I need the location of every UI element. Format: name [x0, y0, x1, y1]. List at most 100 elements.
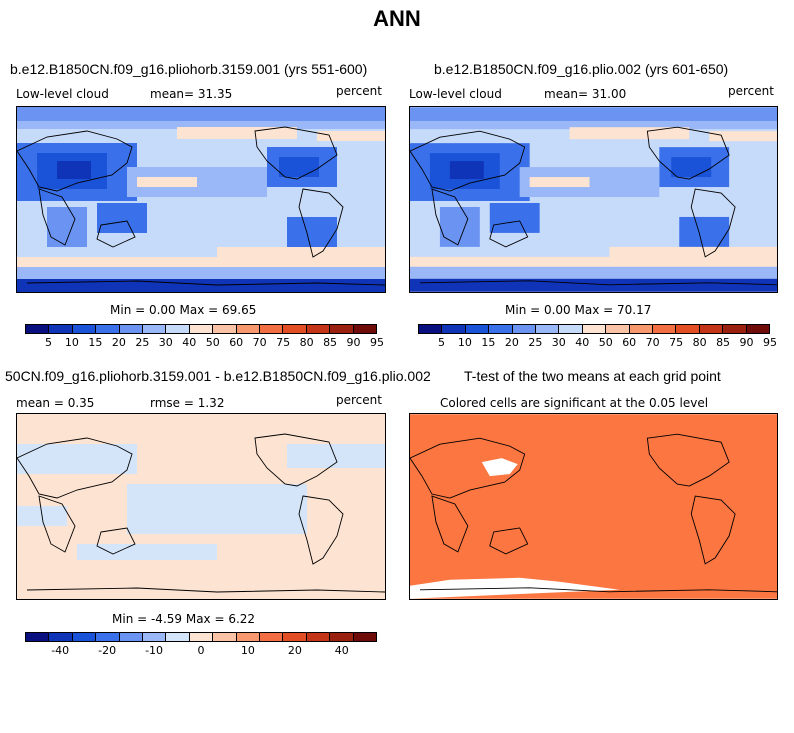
colorbar-tick-label: 50: [598, 336, 613, 349]
colorbar-tick-label: 80: [692, 336, 707, 349]
panel-tl-units: percent: [336, 84, 382, 98]
panel-tl-title: b.e12.B1850CN.f09_g16.pliohorb.3159.001 …: [10, 61, 368, 77]
colorbar-swatch: [419, 325, 443, 333]
page-title: ANN: [373, 6, 421, 31]
colorbar-swatch: [96, 633, 120, 641]
colorbar-tick-label: -20: [98, 644, 117, 657]
colorbar-swatch: [236, 325, 261, 333]
colorbar-swatch: [189, 633, 214, 641]
colorbar-swatch: [330, 325, 354, 333]
panel-tl-mean: mean= 31.35: [150, 87, 233, 101]
panel-bl-mean: mean = 0.35: [16, 396, 95, 410]
colorbar-tick-label: 5: [437, 336, 445, 349]
colorbar-tick-label: 15: [88, 336, 103, 349]
colorbar-tick-label: 75: [276, 336, 291, 349]
colorbar-swatch: [746, 325, 770, 333]
colorbar-swatch: [582, 325, 607, 333]
colorbar-swatch: [629, 325, 654, 333]
colorbar-swatch: [653, 325, 677, 333]
colorbar-swatch: [166, 325, 190, 333]
colorbar-tick-label: 50: [205, 336, 220, 349]
colorbar-swatch: [559, 325, 583, 333]
colorbar-tick-label: 20: [504, 336, 519, 349]
colorbar-tick-label: 10: [240, 644, 255, 657]
panel-bl-title: 50CN.f09_g16.pliohorb.3159.001 - b.e12.B…: [5, 368, 431, 384]
panel-tr-minmax: Min = 0.00 Max = 70.17: [505, 303, 652, 317]
colorbar-swatch: [49, 325, 73, 333]
colorbar-swatch: [465, 325, 490, 333]
colorbar-swatch: [119, 325, 144, 333]
colorbar-tick-label: 60: [229, 336, 244, 349]
colorbar-case1: [25, 324, 377, 334]
colorbar-tick-label: 40: [575, 336, 590, 349]
colorbar-tick-label: 70: [252, 336, 267, 349]
colorbar-swatch: [536, 325, 560, 333]
colorbar-swatch: [489, 325, 513, 333]
colorbar-swatch: [26, 633, 50, 641]
colorbar-swatch: [213, 633, 237, 641]
colorbar-swatch: [213, 325, 237, 333]
panel-bl-minmax: Min = -4.59 Max = 6.22: [112, 612, 256, 626]
colorbar-difference: [25, 632, 377, 642]
colorbar-tick-label: 40: [182, 336, 197, 349]
colorbar-tick-label: 10: [457, 336, 472, 349]
colorbar-swatch: [189, 325, 214, 333]
colorbar-swatch: [699, 325, 724, 333]
colorbar-tick-label: 10: [64, 336, 79, 349]
colorbar-swatch: [260, 325, 284, 333]
colorbar-tick-label: 85: [716, 336, 731, 349]
colorbar-tick-label: 20: [111, 336, 126, 349]
colorbar-tick-label: -40: [51, 644, 70, 657]
colorbar-tick-label: 15: [481, 336, 496, 349]
colorbar-swatch: [330, 633, 354, 641]
colorbar-tick-label: 80: [299, 336, 314, 349]
ttest-fill: [410, 414, 777, 599]
colorbar-difference-ticks: -40 -20 -10 0 10 20 40: [25, 644, 377, 658]
colorbar-tick-label: 90: [346, 336, 361, 349]
panel-bl-units: percent: [336, 393, 382, 407]
colorbar-swatch: [306, 325, 331, 333]
colorbar-tick-label: 95: [763, 336, 777, 349]
colorbar-swatch: [236, 633, 261, 641]
colorbar-tick-label: 30: [158, 336, 173, 349]
panel-tl-var-label: Low-level cloud: [16, 87, 109, 101]
colorbar-swatch: [306, 633, 331, 641]
colorbar-tick-label: 85: [323, 336, 338, 349]
colorbar-tick-label: 25: [528, 336, 543, 349]
colorbar-tick-label: 60: [622, 336, 637, 349]
colorbar-case2: [418, 324, 770, 334]
colorbar-tick-label: -10: [145, 644, 164, 657]
panel-tr-title: b.e12.B1850CN.f09_g16.plio.002 (yrs 601-…: [434, 61, 729, 77]
colorbar-swatch: [512, 325, 537, 333]
panel-tr-var-label: Low-level cloud: [409, 87, 502, 101]
colorbar-swatch: [96, 325, 120, 333]
colorbar-tick-label: 95: [370, 336, 384, 349]
colorbar-tick-label: 5: [44, 336, 52, 349]
map-case1-low-cloud: [16, 106, 386, 293]
panel-tr-mean: mean= 31.00: [544, 87, 627, 101]
colorbar-swatch: [283, 633, 307, 641]
colorbar-swatch: [26, 325, 50, 333]
colorbar-case2-ticks: 5 10 15 20 25 30 40 50 60 70 75 80 85 90 95: [418, 336, 777, 350]
panel-br-title: T-test of the two means at each grid poi…: [464, 368, 721, 384]
panel-bl-rmse: rmse = 1.32: [150, 396, 225, 410]
colorbar-tick-label: 0: [197, 644, 205, 657]
colorbar-swatch: [166, 633, 190, 641]
colorbar-swatch: [723, 325, 747, 333]
colorbar-swatch: [260, 633, 284, 641]
colorbar-swatch: [72, 633, 97, 641]
colorbar-swatch: [119, 633, 144, 641]
colorbar-tick-label: 70: [645, 336, 660, 349]
colorbar-tick-label: 25: [135, 336, 150, 349]
colorbar-tick-label: 75: [669, 336, 684, 349]
colorbar-tick-label: 40: [334, 644, 349, 657]
panel-br-subtitle: Colored cells are significant at the 0.0…: [440, 396, 709, 410]
colorbar-swatch: [442, 325, 466, 333]
map-difference: [16, 413, 386, 600]
colorbar-swatch: [143, 325, 167, 333]
colorbar-swatch: [353, 633, 377, 641]
colorbar-swatch: [283, 325, 307, 333]
colorbar-tick-label: 30: [551, 336, 566, 349]
map-ttest-significance: [409, 413, 778, 600]
map-case2-low-cloud: [409, 106, 778, 293]
